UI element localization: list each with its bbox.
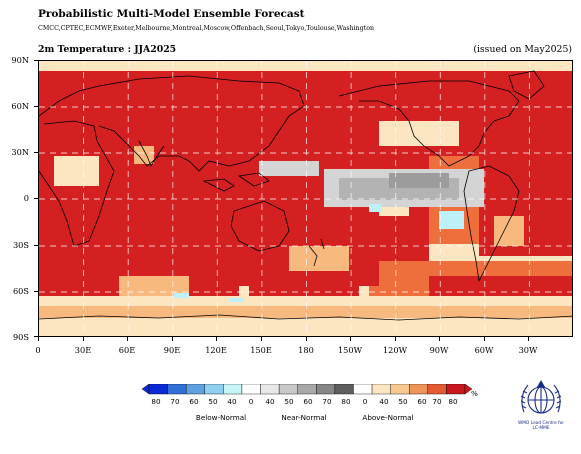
variable-label: 2m Temperature : JJA2025	[38, 44, 177, 55]
near-normal-regions	[259, 161, 484, 207]
above-strong-regions	[39, 71, 572, 306]
map-canvas	[39, 61, 572, 336]
forecast-map	[38, 60, 573, 337]
lat-tick	[34, 198, 38, 199]
lon-tick	[38, 337, 39, 341]
lon-label-180: 180	[298, 345, 314, 355]
lon-tick	[261, 337, 262, 341]
chart-title: Probabilistic Multi-Model Ensemble Forec…	[38, 8, 305, 20]
coastlines	[39, 70, 572, 321]
colorbar-swatch	[278, 384, 298, 395]
legend-above-0: 0	[362, 397, 368, 406]
lat-label-60n: 60N	[11, 101, 29, 111]
colorbar-swatch	[204, 384, 224, 395]
lon-tick	[528, 337, 529, 341]
colorbar-high-arrow	[464, 384, 472, 395]
legend-above-80: 80	[448, 397, 458, 406]
lon-tick	[395, 337, 396, 341]
colorbar-swatch	[334, 384, 354, 395]
graticule	[39, 61, 572, 336]
below-normal-regions	[174, 204, 464, 302]
lon-label-0: 0	[35, 345, 41, 355]
lon-label-90e: 90E	[163, 345, 181, 355]
legend-unit: %	[471, 389, 478, 398]
wmo-logo-caption: WMO Lead Centre for LC-MME	[504, 421, 578, 432]
lon-label-120e: 120E	[205, 345, 227, 355]
above-faint-regions	[39, 61, 572, 336]
logo-caption-line1: WMO Lead Centre for	[517, 421, 565, 426]
probability-colorbar	[142, 384, 472, 395]
legend-above-50: 50	[398, 397, 408, 406]
lon-label-150w: 150W	[337, 345, 363, 355]
lon-label-150e: 150E	[250, 345, 272, 355]
wmo-logo-icon	[520, 380, 562, 414]
lat-tick	[34, 291, 38, 292]
contributors-list: CMCC,CPTEC,ECMWF,Exeter,Melbourne,Montre…	[38, 25, 375, 32]
lon-label-120w: 120W	[382, 345, 408, 355]
issued-date: (issued on May2025)	[473, 44, 572, 55]
lat-label-30n: 30N	[11, 147, 29, 157]
lon-tick	[216, 337, 217, 341]
lon-label-30e: 30E	[74, 345, 92, 355]
legend-near-70: 70	[322, 397, 332, 406]
colorbar-swatch	[353, 384, 373, 395]
colorbar-low-arrow	[142, 384, 150, 395]
legend-near-50: 50	[284, 397, 294, 406]
lat-tick	[34, 106, 38, 107]
colorbar-swatch	[409, 384, 429, 395]
lat-tick	[34, 336, 38, 337]
colorbar-swatch	[316, 384, 336, 395]
colorbar-swatch	[167, 384, 187, 395]
legend-below-70: 70	[170, 397, 180, 406]
legend-near-0: 0	[248, 397, 254, 406]
colorbar-swatch	[446, 384, 466, 395]
legend-near-60: 60	[303, 397, 313, 406]
above-light-regions	[39, 146, 572, 318]
lat-label-eq: 0	[23, 193, 29, 203]
lon-tick	[172, 337, 173, 341]
colorbar-swatch	[371, 384, 391, 395]
colorbar-swatch	[223, 384, 243, 395]
colorbar-swatch	[390, 384, 410, 395]
legend-below-40: 40	[227, 397, 237, 406]
lon-label-30w: 30W	[518, 345, 538, 355]
legend-below-80: 80	[151, 397, 161, 406]
colorbar-swatch	[241, 384, 261, 395]
legend-above-40: 40	[379, 397, 389, 406]
lon-tick	[439, 337, 440, 341]
legend-category-near: Near-Normal	[281, 413, 327, 422]
lon-tick	[306, 337, 307, 341]
colorbar-swatch	[148, 384, 168, 395]
lat-label-90s: 90S	[12, 332, 29, 342]
lon-label-60w: 60W	[474, 345, 494, 355]
legend-above-70: 70	[432, 397, 442, 406]
colorbar-swatch	[297, 384, 317, 395]
lat-tick	[34, 152, 38, 153]
lon-tick	[484, 337, 485, 341]
legend-category-below: Below-Normal	[195, 413, 247, 422]
legend-below-60: 60	[189, 397, 199, 406]
legend-near-40: 40	[265, 397, 275, 406]
lat-label-60s: 60S	[12, 286, 29, 296]
lon-tick	[83, 337, 84, 341]
lat-label-90n: 90N	[11, 55, 29, 65]
legend-below-50: 50	[208, 397, 218, 406]
legend-category-above: Above-Normal	[362, 413, 414, 422]
lon-label-60e: 60E	[118, 345, 136, 355]
legend-above-60: 60	[417, 397, 427, 406]
colorbar-swatch	[427, 384, 447, 395]
colorbar-swatch	[185, 384, 205, 395]
legend-near-80: 80	[341, 397, 351, 406]
lat-label-30s: 30S	[12, 240, 29, 250]
colorbar-swatch	[260, 384, 280, 395]
lon-label-90w: 90W	[429, 345, 449, 355]
lon-tick	[350, 337, 351, 341]
lat-tick	[34, 60, 38, 61]
lat-tick	[34, 245, 38, 246]
logo-caption-line2: LC-MME	[532, 426, 550, 432]
lon-tick	[127, 337, 128, 341]
colorbar-swatches	[148, 384, 466, 395]
